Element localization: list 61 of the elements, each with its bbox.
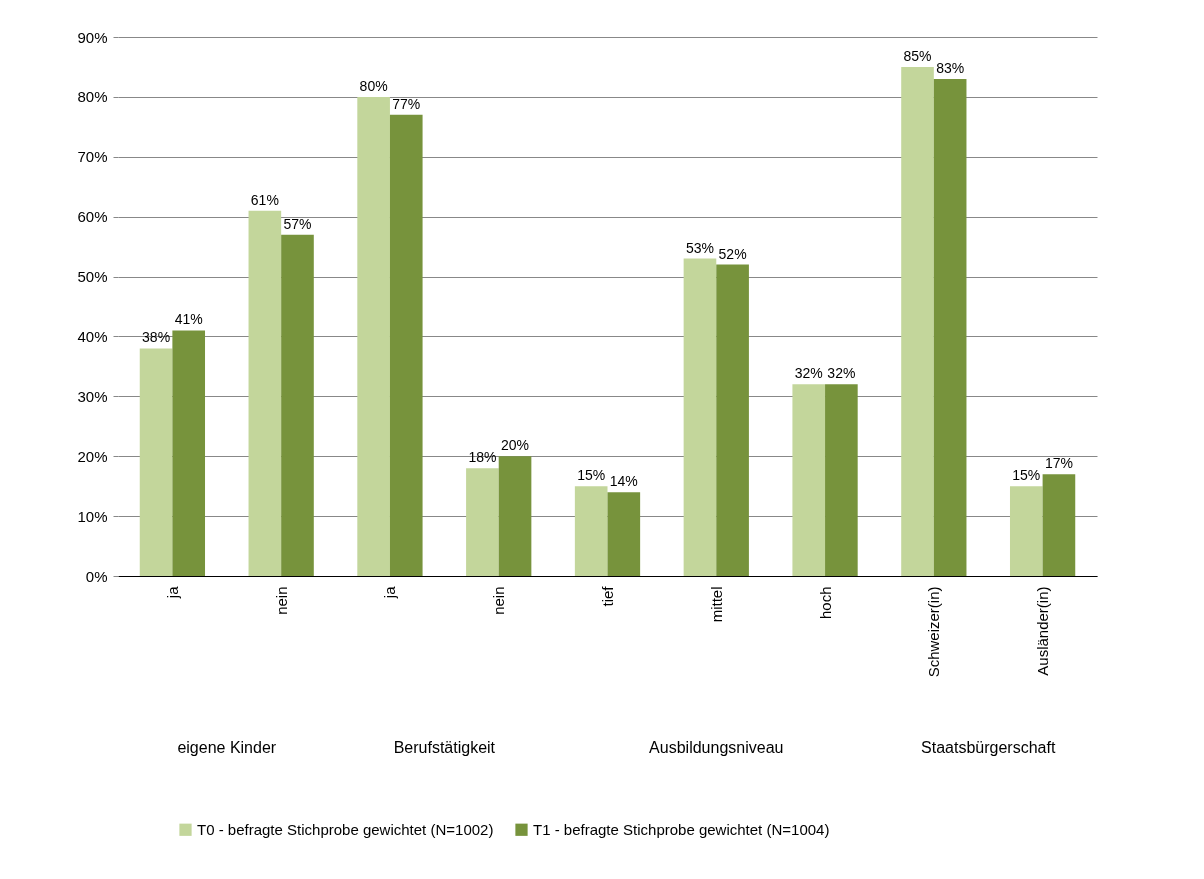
y-tick-label: 90%: [77, 28, 108, 46]
bar: [607, 492, 641, 576]
x-tick-label: Ausländer(in): [1034, 586, 1052, 676]
bar: [172, 330, 206, 576]
bar: [683, 258, 717, 576]
data-label: 52%: [718, 245, 747, 262]
data-label: 32%: [794, 365, 823, 382]
y-tick-label: 40%: [77, 327, 108, 345]
bar: [248, 210, 282, 576]
data-label: 14%: [609, 473, 638, 490]
data-label: 83%: [936, 59, 965, 76]
data-label: 18%: [468, 449, 497, 466]
x-tick-label: Schweizer(in): [925, 586, 943, 678]
data-label: 80%: [359, 77, 388, 94]
bar: [498, 456, 532, 576]
x-tick-label: nein: [272, 586, 290, 615]
bar: [716, 264, 749, 576]
data-label: 57%: [283, 215, 312, 232]
x-tick-label: ja: [381, 585, 399, 600]
x-tick-label: ja: [163, 585, 181, 600]
y-tick-label: 70%: [77, 148, 108, 166]
bar: [1042, 474, 1076, 576]
y-tick-label: 50%: [77, 268, 108, 286]
text: Ausbildungsniveau: [649, 739, 784, 756]
bar: [574, 486, 608, 576]
data-label: 41%: [174, 311, 203, 328]
data-label: 38%: [142, 329, 171, 346]
y-tick-label: 80%: [77, 88, 108, 106]
x-tick-label: tief: [599, 585, 616, 607]
bar: [1009, 486, 1043, 576]
data-label: 17%: [1044, 455, 1073, 472]
text: eigene Kinder: [177, 739, 277, 756]
legend-label: T0 - befragte Stichprobe gewichtet (N=1002): [197, 820, 494, 838]
data-label: 77%: [392, 95, 421, 112]
y-tick-label: 0%: [85, 567, 108, 585]
y-tick-label: 30%: [77, 387, 108, 405]
bar: [825, 384, 858, 576]
data-label: 15%: [1012, 467, 1041, 484]
data-label: 32%: [827, 365, 856, 382]
data-label: 20%: [501, 437, 530, 454]
x-tick-label: hoch: [816, 586, 834, 620]
text: Staatsbürgerschaft: [921, 739, 1056, 756]
x-tick-label: mittel: [707, 586, 725, 623]
bar: [281, 234, 314, 576]
y-tick-label: 20%: [77, 447, 108, 465]
data-label: 53%: [685, 239, 714, 256]
text: Berufstätigkeit: [393, 739, 496, 756]
data-label: 15%: [577, 467, 606, 484]
legend-label: T1 - befragte Stichprobe gewichtet (N=1004): [533, 820, 830, 838]
data-label: 61%: [250, 191, 279, 208]
bar: [933, 78, 967, 576]
bar: [357, 96, 390, 576]
bar: [389, 114, 423, 576]
data-label: 85%: [903, 47, 932, 64]
y-tick-label: 60%: [77, 208, 108, 226]
bar: [792, 384, 826, 576]
x-tick-label: nein: [490, 586, 508, 615]
bar: [901, 66, 934, 576]
bar: [139, 348, 173, 576]
bar: [466, 468, 499, 576]
y-tick-label: 10%: [77, 507, 108, 525]
